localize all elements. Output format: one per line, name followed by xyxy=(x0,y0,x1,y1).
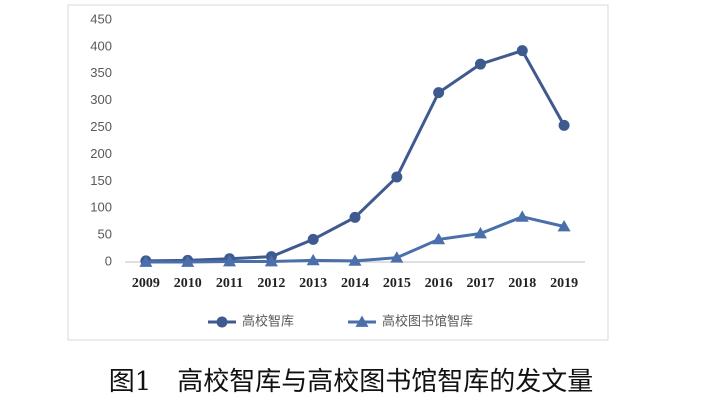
series-line xyxy=(145,48,566,263)
marker xyxy=(557,220,571,232)
marker xyxy=(264,254,278,267)
marker xyxy=(432,232,446,245)
marker xyxy=(390,251,404,263)
marker xyxy=(223,254,237,267)
x-tick-label: 2019 xyxy=(550,276,578,291)
x-tick-label: 2018 xyxy=(508,276,536,291)
y-tick-label: 450 xyxy=(90,11,112,26)
marker xyxy=(474,58,486,70)
caption: 图1 高校智库与高校图书馆智库的发文量 xyxy=(109,367,594,397)
y-tick-label: 0 xyxy=(105,253,112,268)
y-tick-label: 200 xyxy=(90,146,112,161)
marker xyxy=(433,87,445,99)
x-tick-label: 2011 xyxy=(216,276,243,291)
y-tick-label: 150 xyxy=(90,173,112,188)
marker xyxy=(216,316,228,328)
marker xyxy=(349,211,361,223)
marker xyxy=(558,119,570,131)
marker xyxy=(307,233,319,245)
x-tick-label: 2015 xyxy=(383,276,411,291)
y-tick-label: 350 xyxy=(90,65,112,80)
y-tick-label: 50 xyxy=(98,227,112,242)
marker xyxy=(391,171,403,183)
x-tick-label: 2017 xyxy=(466,276,494,291)
marker xyxy=(473,226,487,239)
chart-frame xyxy=(67,4,609,341)
x-tick-label: 2016 xyxy=(425,276,453,291)
x-tick-label: 2014 xyxy=(341,276,369,291)
x-tick-label: 2012 xyxy=(257,276,285,291)
x-tick-label: 2013 xyxy=(299,276,327,291)
legend-label: 高校智库 xyxy=(242,314,294,330)
marker xyxy=(348,254,362,266)
y-tick-label: 100 xyxy=(90,200,112,215)
marker xyxy=(139,255,153,267)
marker xyxy=(516,45,528,57)
marker xyxy=(355,315,369,327)
marker xyxy=(515,210,529,222)
x-tick-label: 2009 xyxy=(132,276,160,291)
y-tick-label: 400 xyxy=(90,38,112,53)
y-tick-label: 250 xyxy=(90,119,112,134)
marker xyxy=(306,253,320,266)
x-tick-label: 2010 xyxy=(174,276,202,291)
legend-label: 高校图书馆智库 xyxy=(382,314,473,330)
y-tick-label: 300 xyxy=(90,92,112,107)
marker xyxy=(181,255,195,267)
